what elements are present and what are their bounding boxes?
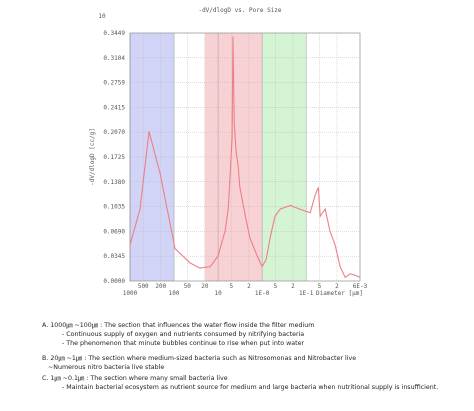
note-heading: C. 1㎛ ~0.1㎛ : The section where many sma… — [42, 375, 228, 383]
corner-label: 10 — [98, 13, 106, 20]
note-heading: A. 1000㎛ ~100㎛ : The section that influe… — [42, 322, 314, 330]
x-tick-label: 2 — [291, 283, 295, 290]
note-heading: B. 20㎛ ~1㎛ : The section where medium-si… — [42, 355, 356, 363]
y-axis-label: -dV/dlogD [cc/g] — [89, 128, 96, 186]
y-tick-label: 0.1725 — [103, 154, 125, 161]
note-line: ~Numerous nitro bacteria live stable — [48, 364, 164, 371]
y-tick-label: 0.3449 — [103, 30, 125, 37]
y-tick-label: 0.1380 — [103, 179, 125, 186]
note-line: - Maintain bacterial ecosystem as nutrie… — [62, 384, 438, 391]
note-line: - Continuous supply of oxygen and nutrie… — [62, 331, 304, 338]
note-line: - The phenomenon that minute bubbles con… — [62, 340, 305, 347]
data-line — [129, 36, 361, 279]
x-tick-label: 5 — [230, 283, 234, 290]
x-tick-label: 10 — [214, 290, 222, 297]
x-tick-label: 5 — [318, 283, 322, 290]
x-tick-label: 6E-3 — [353, 283, 368, 290]
x-tick-label: 1E-0 — [255, 290, 270, 297]
chart-title: -dV/dlogD vs. Pore Size — [198, 7, 281, 14]
x-axis-label: Diameter [μm] — [316, 290, 363, 297]
x-tick-label: 1000 — [123, 290, 138, 297]
y-tick-label: 0.0000 — [103, 278, 125, 285]
x-tick-label: 5 — [274, 283, 278, 290]
x-tick-label: 100 — [169, 290, 180, 297]
y-tick-label: 0.0345 — [103, 253, 125, 260]
y-tick-label: 0.2415 — [103, 104, 125, 111]
plot-frame — [129, 32, 361, 282]
y-tick-label: 0.1035 — [103, 204, 125, 211]
x-tick-label: 20 — [201, 283, 209, 290]
x-tick-label: 2 — [247, 283, 251, 290]
y-tick-label: 0.2759 — [103, 80, 125, 87]
x-tick-label: 2 — [335, 283, 339, 290]
y-tick-label: 0.0690 — [103, 228, 125, 235]
y-tick-label: 0.3104 — [103, 55, 125, 62]
x-tick-label: 50 — [184, 283, 192, 290]
y-tick-label: 0.2070 — [103, 129, 125, 136]
x-tick-label: 200 — [155, 283, 166, 290]
x-tick-label: 500 — [138, 283, 149, 290]
x-tick-label: 1E-1 — [299, 290, 314, 297]
